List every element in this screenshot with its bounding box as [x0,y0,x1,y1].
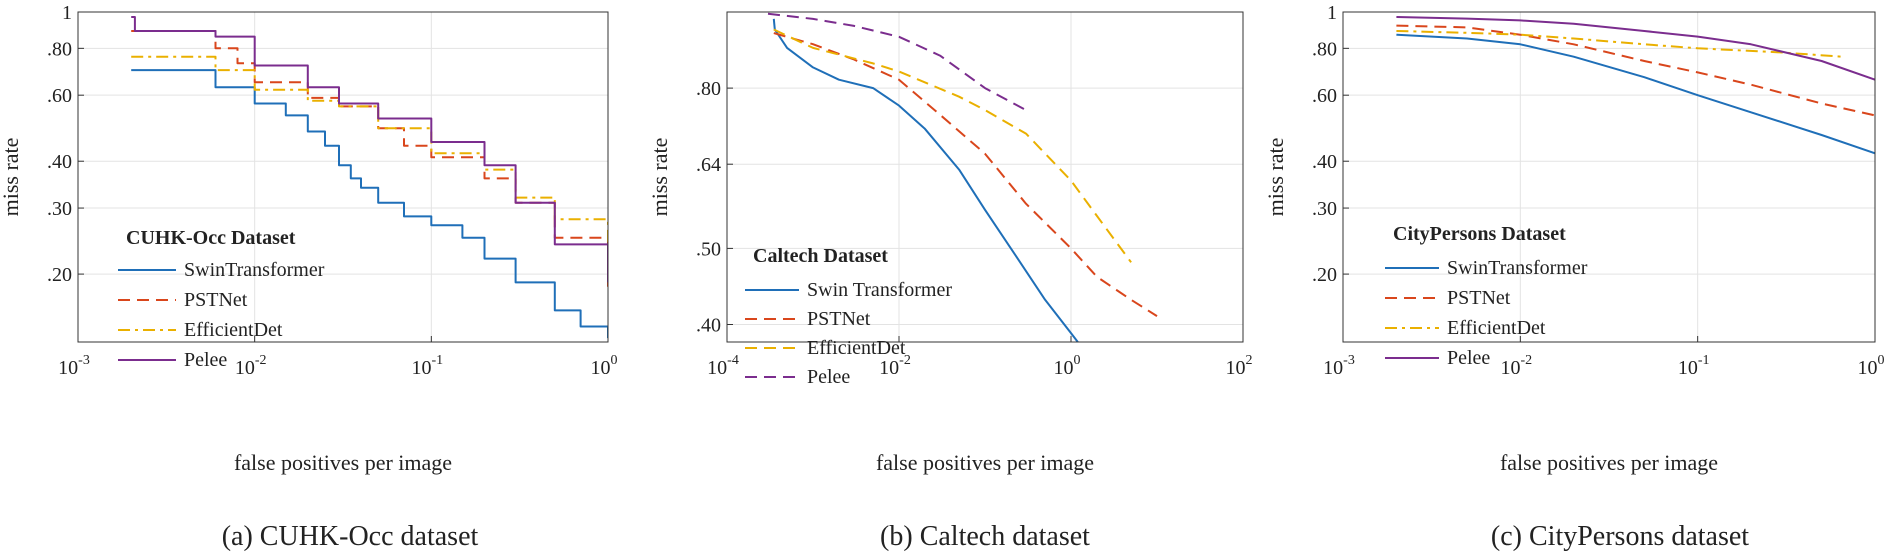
y-tick-label: .40 [1312,151,1337,173]
x-tick-exponent: -3 [1343,353,1355,368]
x-tick-exponent: -2 [1520,353,1532,368]
grid [1342,11,1876,342]
legend-title: Caltech Dataset [753,245,888,267]
y-tick-label: .20 [1312,264,1337,286]
x-tick-label: 10-3 [58,353,90,379]
x-tick-exponent: -2 [255,353,267,368]
legend-title: CUHK-Occ Dataset [126,227,296,249]
legend-item-label: Pelee [1447,347,1490,369]
x-tick-exponent: -1 [431,353,443,368]
series-line-4 [767,12,1027,111]
y-axis-label: miss rate [0,138,23,217]
series-line-2 [773,32,1158,317]
legend-item-label: PSTNet [1447,287,1511,309]
legend-item-label: SwinTransformer [1447,257,1588,279]
series-group [1396,16,1875,155]
x-tick-label: 10-2 [1500,353,1532,379]
x-axis-label: false positives per image [1500,450,1718,475]
y-axis-label: miss rate [647,138,672,217]
x-tick-exponent: -2 [899,353,911,368]
x-tick-label: 10-1 [1678,353,1710,379]
y-tick-label: .30 [1312,198,1337,220]
y-tick-label: .40 [696,315,721,337]
legend: CUHK-Occ Dataset SwinTransformer PSTNet Eff… [118,227,325,371]
y-tick-label: .60 [1312,85,1337,107]
legend-title: CityPersons Dataset [1393,223,1566,245]
grid [77,11,609,342]
series-group [131,16,608,339]
series-line-4 [131,16,608,283]
legend: Caltech Dataset Swin Transformer PSTNet Eff… [745,245,952,388]
series-group [767,12,1158,342]
panel-caption: (c) CityPersons dataset [1491,521,1749,552]
series-line-4 [1396,16,1875,81]
y-tick-label: .20 [47,264,72,286]
x-tick-label: 10-4 [707,353,739,379]
x-tick-label: 10-1 [411,353,443,379]
legend-item-label: EfficientDet [184,319,283,341]
legend-item-label: PSTNet [807,308,871,330]
x-axis-label: false positives per image [234,450,452,475]
x-tick-exponent: 0 [1074,353,1081,368]
series-line-1 [772,18,1079,342]
panel-caption: (a) CUHK-Occ dataset [222,521,479,552]
legend-item-label: PSTNet [184,289,248,311]
y-tick-label: 1 [1327,2,1337,24]
legend-item-label: Pelee [184,349,227,371]
y-tick-label: 1 [62,2,72,24]
y-tick-label: .40 [47,151,72,173]
x-tick-exponent: -3 [78,353,90,368]
series-line-3 [773,28,1132,263]
series-line-1 [1396,33,1875,155]
y-tick-label: .80 [47,38,72,60]
y-tick-label: .60 [47,85,72,107]
y-tick-label: .64 [696,154,721,176]
x-tick-label: 100 [1858,353,1885,379]
legend: CityPersons Dataset SwinTransformer PSTNet… [1385,223,1588,369]
y-tick-label: .50 [696,238,721,260]
x-tick-exponent: -1 [1698,353,1710,368]
x-tick-label: 10-3 [1323,353,1355,379]
y-axis-label: miss rate [1263,138,1288,217]
x-tick-label: 100 [1054,353,1081,379]
legend-item-label: EfficientDet [807,337,906,359]
series-line-3 [131,55,608,248]
axes-box [726,11,1244,343]
x-tick-label: 100 [591,353,618,379]
legend-item-label: Pelee [807,366,850,388]
axes-box [1342,11,1876,343]
y-tick-label: .30 [47,198,72,220]
axes-box [77,11,609,343]
legend-item-label: SwinTransformer [184,259,325,281]
y-tick-label: .80 [696,78,721,100]
series-line-1 [131,69,608,339]
legend-item-label: Swin Transformer [807,279,952,301]
x-tick-label: 10-2 [235,353,267,379]
series-line-2 [1396,24,1875,117]
panel-3: 10-3 10-2 10-1 100 1 .80 .60 .40 .30 .20 false pos… [1263,2,1885,552]
x-tick-exponent: 0 [1878,353,1885,368]
x-tick-exponent: 2 [1246,353,1253,368]
panel-1: 10-3 10-2 10-1 100 1 .80 .60 .40 .30 .20 false pos… [0,2,618,552]
legend-item-label: EfficientDet [1447,317,1546,339]
x-tick-label: 102 [1226,353,1253,379]
x-axis-label: false positives per image [876,450,1094,475]
panel-caption: (b) Caltech dataset [880,521,1090,552]
series-line-3 [1396,30,1842,58]
y-tick-label: .80 [1312,38,1337,60]
x-tick-exponent: -4 [727,353,739,368]
x-tick-exponent: 0 [611,353,618,368]
